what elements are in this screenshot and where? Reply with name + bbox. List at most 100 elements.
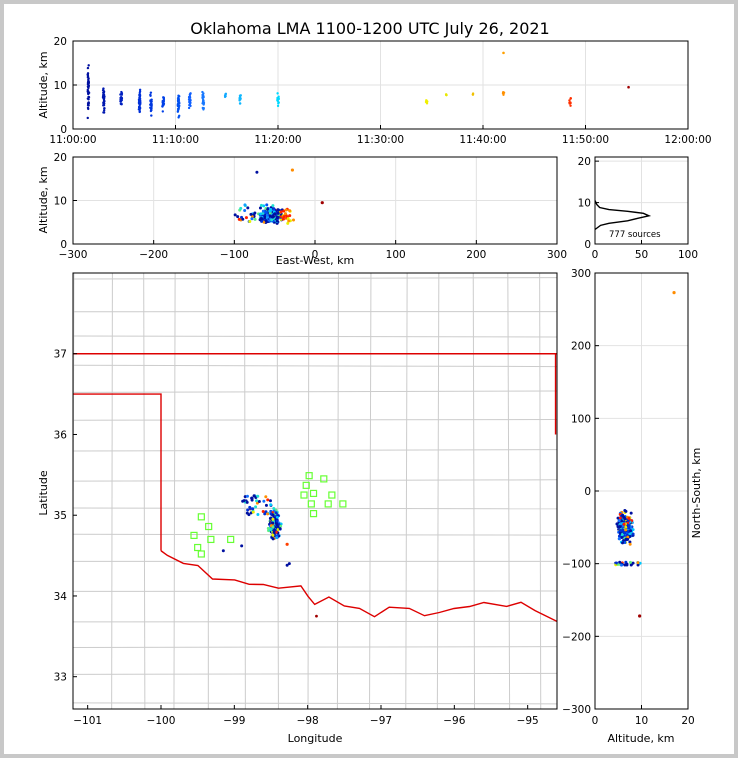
source-point [86,66,90,70]
station-marker [197,513,205,521]
histogram-line [594,200,652,231]
source-point [271,204,275,208]
source-point [266,498,270,502]
source-point [276,104,280,108]
source-point [238,94,242,97]
source-point [284,208,288,212]
source-point [502,91,506,94]
station-marker [227,535,235,544]
y-tick-label: 34 [54,591,68,603]
source-point [271,513,275,517]
station-marker [300,491,308,499]
source-point [256,494,260,498]
source-point [274,511,278,515]
source-point [621,514,625,518]
source-point [150,114,153,117]
y-tick-label: −300 [562,704,591,716]
source-point [138,110,141,114]
source-point [275,216,279,220]
source-point [615,522,619,526]
figure: Oklahoma LMA 1100-1200 UTC July 26, 2021… [4,4,734,754]
y-axis-label: Latitude [37,470,50,516]
y-tick-label: 100 [571,413,591,425]
source-point [102,99,106,103]
source-point [272,507,276,511]
source-point [243,495,247,499]
source-point [628,540,632,544]
source-point [244,216,248,220]
source-point [177,101,180,105]
source-point [137,99,141,102]
x-tick-label: −98 [297,715,319,727]
y-tick-label: 0 [60,124,67,136]
source-point [138,93,141,97]
source-point [258,206,262,210]
source-point [259,203,263,207]
source-point [245,494,249,498]
source-point [264,510,268,514]
source-point [233,213,237,217]
data-points [614,291,676,618]
source-point [261,509,265,513]
source-point [264,503,268,507]
county-line [336,273,339,709]
source-point [176,109,180,112]
county-line [73,702,557,705]
x-tick-label: 0 [592,715,599,727]
county-line [276,273,279,709]
y-tick-label: 20 [578,156,591,168]
source-point [631,532,635,536]
source-point [286,221,290,225]
y-tick-label: −200 [562,631,591,643]
y-tick-label: 0 [584,486,591,498]
x-tick-label: −100 [147,715,176,727]
tick-labels: 0 10 20 −300 −200 −100 0 100 200 300 [562,268,695,727]
station-marker [324,500,332,508]
source-point [178,104,181,108]
y-tick-label: 33 [54,672,67,684]
source-point [270,215,274,219]
station-marker [194,543,202,552]
tick-labels: 11:00:00 11:10:00 11:20:00 11:30:00 11:40:00… [49,36,711,146]
county-line [73,646,557,649]
x-tick-label: 12:00:00 [664,134,711,146]
source-point [245,500,249,504]
source-point [264,219,268,223]
source-point [253,217,257,221]
source-point [248,505,252,509]
data-points [233,168,324,225]
source-point [277,101,280,104]
source-point [149,103,152,106]
plan-view-panel: −101 −100 −99 −98 −97 −96 −95 33 34 35 36 37 Longit… [37,272,558,745]
source-point [621,541,625,545]
y-tick-label: 20 [54,36,67,48]
source-point [87,90,90,93]
x-tick-label: 200 [466,249,486,261]
county-line [73,419,557,421]
source-point [238,99,241,102]
source-point [275,516,279,520]
source-point [569,101,572,104]
source-point [279,210,283,214]
source-point [162,96,165,100]
source-point [138,106,142,110]
lma-figure: Oklahoma LMA 1100-1200 UTC July 26, 2021… [37,19,712,745]
source-point [569,104,572,107]
source-point [242,499,246,503]
source-point [627,523,631,527]
source-point [138,90,142,93]
source-point [274,530,278,534]
county-line [472,273,476,709]
source-point [87,79,90,83]
source-point [265,213,269,217]
source-point [87,98,90,101]
x-tick-label: 11:10:00 [152,134,199,146]
y-tick-label: −100 [562,559,591,571]
source-point [202,102,206,105]
source-point [275,519,279,523]
source-point [86,116,89,120]
source-point [615,561,619,565]
source-point [86,101,90,105]
station-marker [207,535,215,544]
station-marker [339,500,347,508]
